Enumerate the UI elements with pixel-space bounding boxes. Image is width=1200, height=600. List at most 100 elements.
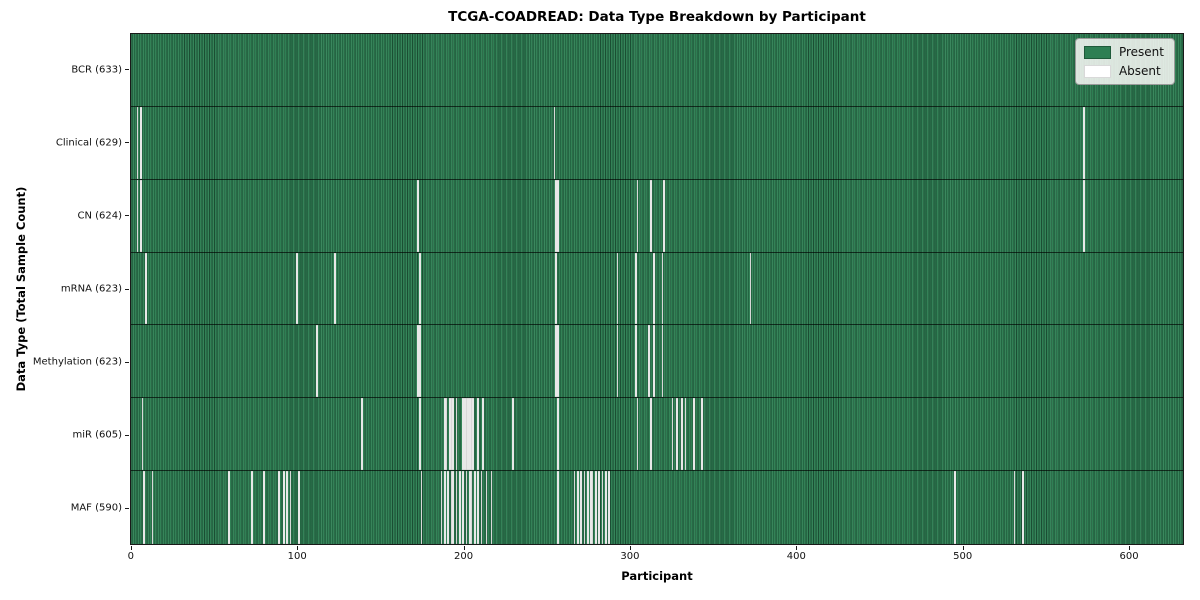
y-tick-mark xyxy=(125,507,129,509)
absent-stripe xyxy=(616,252,619,325)
y-tick-mark xyxy=(125,69,129,71)
absent-stripe xyxy=(953,471,956,544)
y-tick-label: BCR (633) xyxy=(71,64,122,76)
absent-stripe xyxy=(477,398,479,471)
absent-stripe xyxy=(583,471,586,544)
heatmap-row-mir xyxy=(131,398,1183,472)
absent-stripe xyxy=(450,471,453,544)
absent-stripe xyxy=(649,398,652,471)
absent-stripe xyxy=(417,179,420,252)
absent-stripe xyxy=(482,398,484,471)
y-tick-mark xyxy=(125,215,129,217)
absent-stripe xyxy=(555,252,557,325)
absent-stripe xyxy=(277,471,280,544)
absent-stripe xyxy=(681,398,684,471)
absent-stripe xyxy=(444,471,446,544)
x-axis-label: Participant xyxy=(621,569,693,583)
legend-present-label: Present xyxy=(1118,45,1164,59)
y-tick-label: Clinical (629) xyxy=(55,137,122,149)
absent-stripe xyxy=(608,471,611,544)
absent-stripe xyxy=(467,398,469,471)
absent-stripe xyxy=(419,398,421,471)
absent-stripe xyxy=(465,398,468,471)
absent-stripe xyxy=(749,252,752,325)
absent-stripe xyxy=(468,398,471,471)
absent-stripe xyxy=(445,398,448,471)
absent-stripe xyxy=(477,471,479,544)
x-tick-label: 300 xyxy=(620,551,640,562)
absent-stripe xyxy=(140,106,142,179)
y-tick-mark xyxy=(125,142,129,144)
heatmap-row-mrna xyxy=(131,252,1183,326)
absent-stripe xyxy=(580,471,582,544)
absent-stripe xyxy=(649,179,652,252)
x-tick-label: 400 xyxy=(786,551,806,562)
x-tick-label: 500 xyxy=(953,551,973,562)
absent-stripe xyxy=(468,471,471,544)
heatmap-row-maf xyxy=(131,471,1183,544)
absent-stripe xyxy=(671,398,674,471)
y-tick-label: Methylation (623) xyxy=(32,356,122,368)
absent-stripe xyxy=(555,325,557,398)
x-tick-label: 200 xyxy=(454,551,474,562)
x-tick-label: 100 xyxy=(287,551,307,562)
absent-stripe xyxy=(463,398,466,471)
plot-area: Present Absent xyxy=(130,33,1184,545)
absent-stripe xyxy=(440,471,443,544)
absent-stripe xyxy=(512,398,514,471)
absent-stripe xyxy=(452,398,454,471)
absent-stripe xyxy=(143,471,146,544)
absent-stripe xyxy=(251,471,254,544)
absent-stripe xyxy=(473,471,476,544)
absent-stripe xyxy=(462,398,464,471)
heatmap-row-cn xyxy=(131,179,1183,253)
absent-stripe xyxy=(636,398,639,471)
absent-stripe xyxy=(465,471,468,544)
absent-stripe xyxy=(676,398,679,471)
x-tick-mark xyxy=(962,546,964,550)
absent-stripe xyxy=(417,325,420,398)
absent-stripe xyxy=(472,398,474,471)
absent-stripe xyxy=(636,179,639,252)
legend-entry-present: Present xyxy=(1083,45,1164,59)
absent-stripe xyxy=(573,471,576,544)
absent-stripe xyxy=(228,471,230,544)
absent-stripe xyxy=(263,471,265,544)
absent-stripe xyxy=(634,325,637,398)
absent-stripe xyxy=(555,179,557,252)
absent-stripe xyxy=(141,398,144,471)
x-tick-mark xyxy=(130,546,132,550)
x-tick-label: 0 xyxy=(127,551,135,562)
absent-stripe xyxy=(480,471,483,544)
absent-stripe xyxy=(458,471,461,544)
absent-stripe xyxy=(360,398,363,471)
absent-stripe xyxy=(462,471,464,544)
x-tick-mark xyxy=(463,546,465,550)
absent-stripe xyxy=(648,325,650,398)
absent-stripe xyxy=(447,471,450,544)
absent-stripe xyxy=(1021,471,1024,544)
absent-stripe xyxy=(450,398,453,471)
absent-stripe xyxy=(151,471,154,544)
absent-stripe xyxy=(661,325,664,398)
x-tick-mark xyxy=(1129,546,1131,550)
absent-stripe xyxy=(601,471,604,544)
absent-stripe xyxy=(701,398,704,471)
y-tick-mark xyxy=(125,361,129,363)
absent-stripe xyxy=(1083,106,1086,179)
absent-stripe xyxy=(419,252,421,325)
absent-stripe xyxy=(653,325,655,398)
legend-entry-absent: Absent xyxy=(1083,64,1164,78)
legend-absent-swatch xyxy=(1083,64,1111,78)
absent-stripe xyxy=(470,398,473,471)
absent-stripe xyxy=(590,471,592,544)
absent-stripe xyxy=(556,398,559,471)
absent-stripe xyxy=(444,398,446,471)
absent-stripe xyxy=(455,471,458,544)
absent-stripe xyxy=(605,471,607,544)
absent-stripe xyxy=(490,471,493,544)
absent-stripe xyxy=(653,252,655,325)
y-tick-label: miR (605) xyxy=(72,429,122,441)
absent-stripe xyxy=(586,471,589,544)
absent-stripe xyxy=(661,252,664,325)
